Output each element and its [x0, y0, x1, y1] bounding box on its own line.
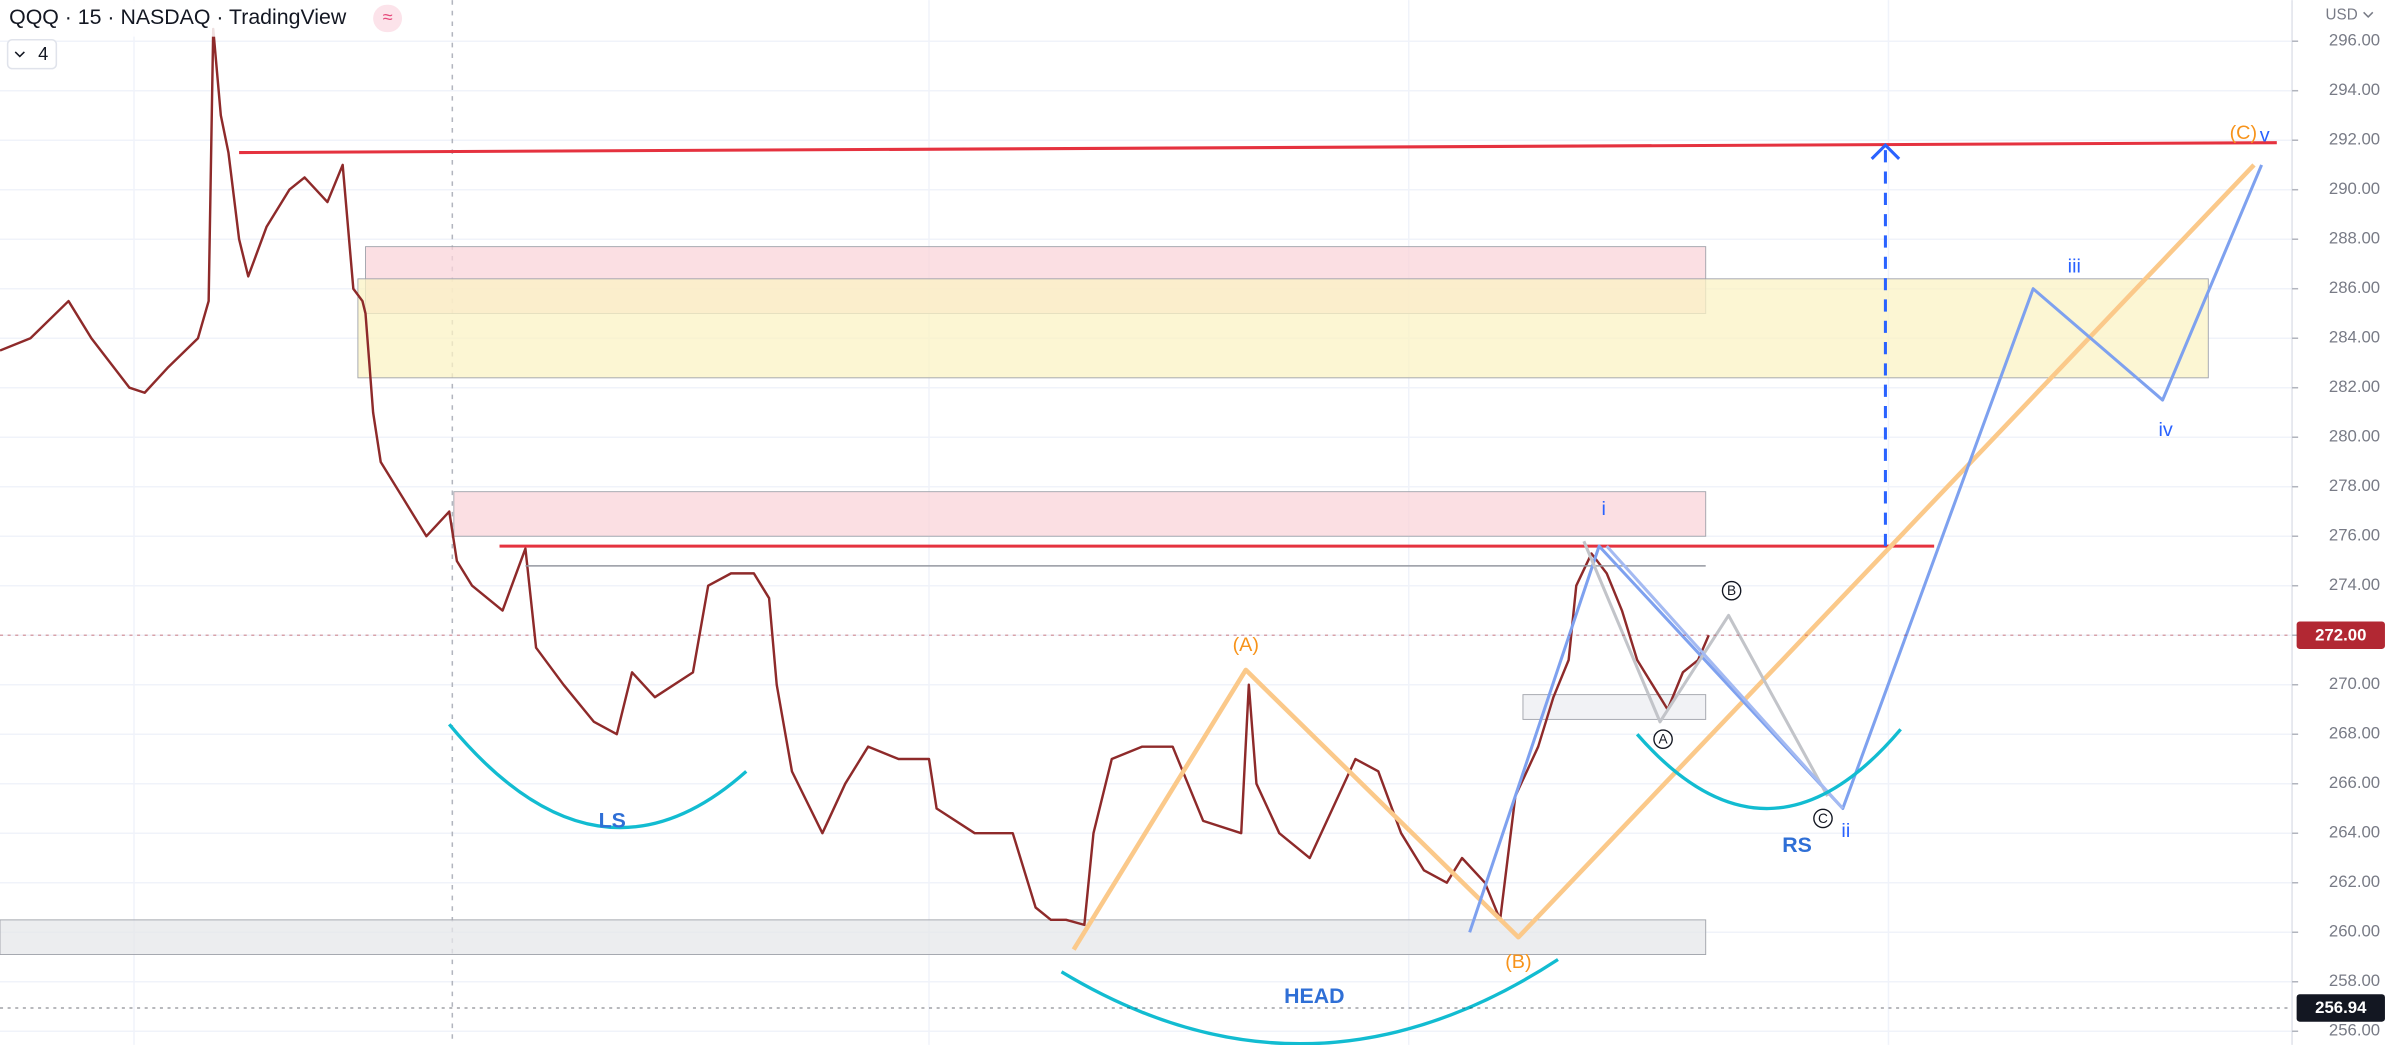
- y-tick-label: 264.00: [2329, 823, 2380, 842]
- symbol-title[interactable]: QQQ · 15 · NASDAQ · TradingView: [9, 5, 347, 29]
- drawing-line: [1071, 163, 2256, 951]
- y-tick-label: 288.00: [2329, 229, 2380, 248]
- wave-label: i: [1601, 498, 1605, 520]
- price-line: [0, 27, 1710, 927]
- wave-label: iii: [2068, 255, 2081, 277]
- pattern-arc: [447, 723, 748, 830]
- indicator-chevron[interactable]: [14, 51, 25, 58]
- y-tick-label: 282.00: [2329, 377, 2380, 396]
- wave-label: (A): [1233, 634, 1259, 656]
- drawing-line: [1582, 540, 1829, 797]
- drawing-line: [1605, 545, 1844, 810]
- y-tick-label: 258.00: [2329, 971, 2380, 990]
- y-tick-label: 276.00: [2329, 526, 2380, 545]
- price-tag: [2296, 994, 2385, 1022]
- wave-label: ii: [1841, 820, 1850, 842]
- currency-label[interactable]: USD: [2326, 6, 2358, 23]
- price-tag-label: 256.94: [2315, 998, 2367, 1017]
- y-tick-label: 294.00: [2329, 80, 2380, 99]
- y-tick-label: 270.00: [2329, 674, 2380, 693]
- axis-layer: 256.00 258.00 260.00 262.00 264.00 266.00 268.…: [2292, 31, 2385, 1040]
- y-tick-label: 292.00: [2329, 130, 2380, 149]
- y-tick-label: 280.00: [2329, 427, 2380, 446]
- wave-label: RS: [1782, 833, 1812, 857]
- wave-label: A: [1659, 732, 1669, 747]
- y-tick-label: 290.00: [2329, 179, 2380, 198]
- drawing-line: [1468, 164, 2263, 933]
- price-axis: [2292, 0, 2388, 1045]
- y-tick-label: 296.00: [2329, 31, 2380, 50]
- label-circle: [1813, 808, 1833, 829]
- zone: [357, 278, 2209, 379]
- wave-label: LS: [599, 808, 626, 832]
- y-tick-label: 286.00: [2329, 278, 2380, 297]
- status-badge[interactable]: [373, 4, 403, 33]
- wave-label: (C): [2230, 122, 2257, 144]
- wave-label: C: [1818, 811, 1828, 826]
- indicator-count[interactable]: 4: [38, 43, 48, 64]
- y-tick-label: 274.00: [2329, 575, 2380, 594]
- currency-chevron[interactable]: [2363, 11, 2374, 18]
- y-tick-label: 256.00: [2329, 1021, 2380, 1040]
- header-bg: [0, 0, 412, 37]
- wave-label: v: [2260, 124, 2270, 146]
- arrow-head: [1870, 143, 1901, 160]
- pattern-arc: [1635, 728, 1902, 811]
- y-tick-label: 284.00: [2329, 328, 2380, 347]
- wave-label: iv: [2158, 419, 2172, 441]
- indicator-toggle[interactable]: [6, 38, 58, 70]
- zone: [453, 491, 1707, 537]
- drawing-line: [239, 141, 2277, 155]
- wave-label: HEAD: [1284, 984, 1344, 1008]
- wave-label: B: [1727, 583, 1736, 598]
- y-tick-label: 266.00: [2329, 773, 2380, 792]
- status-icon[interactable]: ≈: [383, 6, 393, 27]
- y-tick-label: 260.00: [2329, 922, 2380, 941]
- y-tick-label: 268.00: [2329, 724, 2380, 743]
- y-tick-label: 278.00: [2329, 476, 2380, 495]
- pattern-arc: [1060, 958, 1559, 1045]
- wave-label: (B): [1505, 951, 1531, 973]
- price-tag-label: 272.00: [2315, 625, 2366, 644]
- zone: [0, 919, 1707, 955]
- label-circle: [1721, 580, 1742, 601]
- label-circle: [1653, 729, 1673, 750]
- y-tick-label: 262.00: [2329, 872, 2380, 891]
- price-tag: [2296, 621, 2385, 649]
